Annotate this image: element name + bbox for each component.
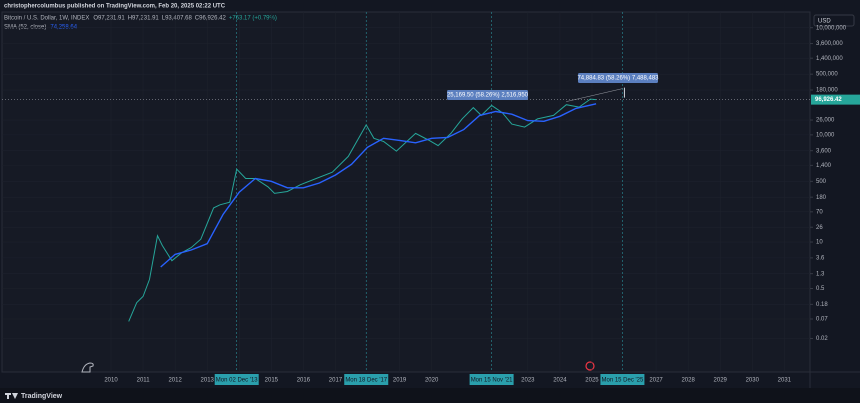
x-tick-label: 2031: [778, 378, 792, 384]
y-tick-label: 70: [816, 209, 823, 215]
event-icon[interactable]: [585, 361, 595, 371]
y-tick-label: 0.07: [816, 317, 828, 323]
x-tick-label: 2029: [714, 378, 728, 384]
y-tick-label: 10,000: [816, 132, 835, 138]
x-tick-label: 2024: [553, 378, 567, 384]
ohlc-value: L93,407.68: [162, 16, 193, 22]
x-tick-label: 2013: [201, 378, 215, 384]
y-tick-label: 0.18: [816, 302, 828, 308]
y-tick-label: 500,000: [816, 72, 838, 78]
last-price-box: [811, 94, 860, 105]
marker-label-box: [344, 374, 389, 385]
marker-label: Mon 18 Dec '17: [345, 378, 387, 384]
x-tick-label: 2025: [585, 378, 599, 384]
brand-logo: [5, 393, 18, 399]
x-tick-label: 2023: [521, 378, 535, 384]
x-tick-label: 2028: [681, 378, 695, 384]
y-tick-label: 1,400,000: [816, 56, 843, 62]
series-line: [160, 103, 597, 268]
y-tick-label: 26: [816, 225, 823, 231]
x-tick-label: 2012: [168, 378, 182, 384]
x-tick-label: 2015: [265, 378, 279, 384]
x-tick-label: 2011: [137, 378, 151, 384]
marker-label: Mon 02 Dec '13: [216, 378, 258, 384]
y-tick-label: 10: [816, 240, 823, 246]
footer-bar: [0, 388, 860, 403]
measure-box: [447, 90, 528, 100]
y-tick-label: 10,000,000: [816, 25, 847, 31]
y-tick-label: 0.02: [816, 336, 828, 342]
currency: USD: [818, 19, 831, 25]
y-tick-label: 500: [816, 179, 827, 185]
measure-box: [578, 73, 658, 83]
projection-line: [566, 88, 623, 102]
y-tick-label: 3.6: [816, 255, 825, 261]
x-tick-label: 2030: [746, 378, 760, 384]
marker-label-box: [469, 374, 514, 385]
currency-box[interactable]: [813, 14, 855, 27]
last-price-label: 96,926.42: [815, 97, 842, 103]
x-tick-label: 2017: [329, 378, 343, 384]
x-tick-label: 2010: [104, 378, 118, 384]
y-tick-label: 3,600: [816, 148, 832, 154]
ohlc-value: O97,231.91: [93, 16, 125, 22]
brand: TradingView: [21, 393, 63, 400]
ohlc-value: +763.17 (+0.79%): [229, 16, 277, 22]
marker-label-box: [214, 374, 259, 385]
y-tick-label: 3,600,000: [816, 41, 843, 47]
y-tick-label: 1.3: [816, 271, 825, 277]
x-tick-label: 2027: [649, 378, 663, 384]
x-tick-label: 2016: [297, 378, 311, 384]
measure-label: 25,169.50 (58.26%) 2,516,950: [447, 93, 529, 99]
marker-label-box: [600, 374, 645, 385]
y-tick-label: 1,400: [816, 163, 832, 169]
ohlc-value: C96,926.42: [195, 16, 227, 22]
dino-icon: [81, 362, 94, 373]
x-tick-label: 2020: [425, 378, 439, 384]
plot-area: [1, 11, 811, 373]
y-tick-label: 26,000: [816, 118, 835, 124]
marker-label: Mon 15 Nov '21: [471, 378, 513, 384]
measure-label: 74,884.83 (58.26%) 7,488,483: [577, 76, 659, 82]
legend-symbol: Bitcoin / U.S. Dollar, 1W, INDEX: [4, 16, 89, 22]
published-note: christophercolumbus published on Trading…: [4, 4, 226, 10]
marker-label: Mon 15 Dec '25: [602, 378, 644, 384]
y-tick-label: 180: [816, 195, 827, 201]
x-tick-label: 2019: [393, 378, 407, 384]
y-tick-label: 180,000: [816, 88, 838, 94]
y-tick-label: 0.5: [816, 286, 825, 292]
ohlc-value: H97,231.91: [128, 16, 160, 22]
